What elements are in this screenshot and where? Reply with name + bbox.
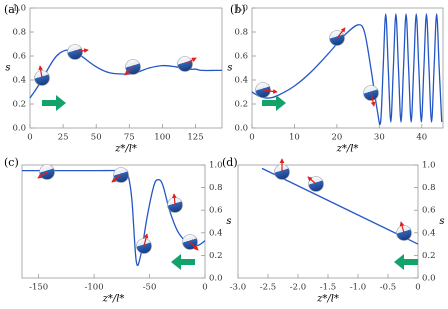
y-tick-label: 1.0 — [422, 161, 436, 171]
y-axis-label: s — [5, 63, 10, 74]
x-tick-label: -0.5 — [380, 283, 396, 293]
x-tick-label: 0 — [415, 283, 420, 293]
panel: (c) -150 -100 -50 00.0 0.2 0.4 0.6 0.8 1.0 z*/l* s — [4, 156, 232, 305]
y-tick-label: 0.6 — [422, 206, 436, 216]
decorations — [34, 27, 418, 270]
y-tick-label: 0.0 — [422, 274, 436, 284]
panel-label: (d) — [222, 156, 238, 169]
y-tick-label: 1.0 — [12, 4, 26, 14]
x-tick-label: 0 — [249, 133, 254, 143]
x-tick-label: 125 — [187, 133, 203, 143]
data-line — [261, 167, 419, 245]
x-axis-label: z*/l* — [102, 294, 125, 305]
x-tick-label: -50 — [143, 283, 157, 293]
y-tick-label: 0.2 — [422, 251, 436, 261]
y-tick-label: 0.2 — [234, 100, 248, 110]
x-axis-label: z*/l* — [336, 144, 359, 155]
y-tick-label: 0.0 — [234, 124, 248, 134]
x-tick-label: 20 — [331, 133, 342, 143]
panel-label: (c) — [4, 156, 19, 169]
plot-frame — [21, 164, 206, 279]
y-tick-label: 1.0 — [234, 4, 248, 14]
plot-frame — [251, 7, 444, 129]
x-tick-label: 30 — [374, 133, 385, 143]
panel-label: (a) — [4, 3, 19, 16]
y-axis-label: s — [226, 216, 231, 227]
data-line — [22, 169, 206, 267]
y-axis-label: s — [439, 216, 444, 227]
y-tick-label: 0.2 — [209, 251, 223, 261]
x-tick-label: -3.0 — [230, 283, 246, 293]
y-tick-label: 0.6 — [12, 52, 26, 62]
panel-label: (b) — [230, 3, 246, 16]
x-tick-label: -2.0 — [290, 283, 306, 293]
panel: (a) 0 25 50 75 100 125 0.0 0.2 0.4 0.6 0.8 1.0 z*/l* s — [4, 3, 223, 155]
plot-frame — [29, 7, 223, 129]
y-tick-label: 0.4 — [422, 228, 436, 238]
x-axis-label: z*/l* — [114, 144, 137, 155]
y-tick-label: 0.4 — [12, 76, 26, 86]
y-tick-label: 0.6 — [234, 52, 248, 62]
y-tick-label: 0.8 — [209, 183, 223, 193]
x-tick-label: -150 — [29, 283, 48, 293]
panel: (b) 0 10 20 30 40 0.0 0.2 0.4 0.6 0.8 1.0 z*/l* s — [227, 3, 444, 155]
x-tick-label: -1.0 — [350, 283, 366, 293]
x-tick-label: 25 — [58, 133, 69, 143]
data-line — [29, 49, 222, 99]
red-arrows — [37, 27, 405, 251]
data-line — [251, 13, 443, 125]
y-tick-label: 1.0 — [209, 161, 223, 171]
y-tick-label: 0.4 — [234, 76, 248, 86]
x-tick-label: -100 — [85, 283, 104, 293]
y-tick-label: 0.0 — [209, 274, 223, 284]
x-tick-label: 40 — [416, 133, 427, 143]
x-tick-label: 10 — [289, 133, 300, 143]
y-axis-label: s — [227, 63, 232, 74]
y-tick-label: 0.4 — [209, 228, 223, 238]
y-tick-label: 0.2 — [12, 100, 26, 110]
plots: (a)0 25 50 75 100 1250.00.20.40.60.81.0z*/l*s… — [4, 3, 445, 305]
x-axis-label: z*/l* — [316, 294, 339, 305]
y-tick-label: 0.0 — [12, 124, 26, 134]
x-tick-label: 0 — [202, 283, 207, 293]
green-arrows — [42, 95, 418, 270]
x-tick-label: 50 — [91, 133, 102, 143]
y-tick-label: 0.8 — [12, 28, 26, 38]
x-tick-label: -2.5 — [260, 283, 276, 293]
x-tick-label: 75 — [124, 133, 135, 143]
x-tick-label: -1.5 — [320, 283, 336, 293]
y-tick-label: 0.8 — [422, 183, 436, 193]
y-tick-label: 0.8 — [234, 28, 248, 38]
x-tick-label: 100 — [154, 133, 170, 143]
x-tick-label: 0 — [27, 133, 32, 143]
y-tick-label: 0.6 — [209, 206, 223, 216]
plot-frame — [237, 164, 419, 279]
panel: (d) -3.0 -2.5 -2.0 -1.5 -1.0 -0.5 00.0 0.2 0.4 0.6… — [222, 156, 445, 305]
